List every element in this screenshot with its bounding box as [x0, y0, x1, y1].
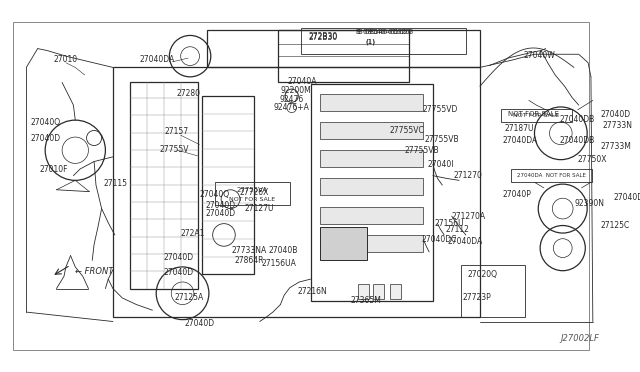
- Text: 27010: 27010: [54, 55, 78, 64]
- Text: 27365M: 27365M: [351, 296, 382, 305]
- Bar: [130, 81, 198, 289]
- Text: 27040D: 27040D: [164, 253, 194, 262]
- Text: 92476+A: 92476+A: [274, 103, 310, 112]
- Text: 27755VA: 27755VA: [237, 187, 268, 193]
- Text: 27125C: 27125C: [600, 221, 630, 230]
- Text: ← FRONT: ← FRONT: [76, 267, 114, 276]
- Text: 27755VC: 27755VC: [390, 126, 424, 135]
- Text: 27127U: 27127U: [244, 204, 274, 213]
- Text: 271270: 271270: [454, 171, 483, 180]
- Text: 27040W: 27040W: [523, 51, 555, 60]
- Bar: [511, 169, 592, 182]
- Text: 27156U: 27156U: [435, 219, 465, 228]
- Text: 271270A: 271270A: [452, 212, 486, 221]
- Text: (1): (1): [365, 39, 375, 45]
- Text: 27280: 27280: [177, 89, 201, 98]
- Text: 27755V: 27755V: [160, 145, 189, 154]
- Text: 27040Q: 27040Q: [200, 190, 230, 199]
- Text: 27216N: 27216N: [298, 287, 327, 296]
- Text: 27040DC: 27040DC: [422, 235, 457, 244]
- Text: 27040DA: 27040DA: [448, 237, 483, 246]
- Text: 27040DA: 27040DA: [502, 136, 538, 145]
- Bar: [461, 265, 525, 317]
- Text: 27755VB: 27755VB: [404, 146, 439, 155]
- Text: B 08146-6162G: B 08146-6162G: [358, 29, 413, 35]
- Text: 27040D: 27040D: [184, 319, 214, 328]
- Text: 27755VB: 27755VB: [424, 135, 459, 144]
- Text: 27156UA: 27156UA: [262, 259, 296, 268]
- Text: 27125A: 27125A: [174, 294, 204, 302]
- Text: 27040D: 27040D: [30, 134, 60, 142]
- Text: 27040D: 27040D: [205, 201, 236, 210]
- Text: 27733N: 27733N: [602, 121, 632, 130]
- Text: J27002LF: J27002LF: [561, 334, 600, 343]
- Text: 27040DB: 27040DB: [560, 136, 595, 145]
- Bar: [310, 84, 433, 301]
- Text: 27157: 27157: [164, 127, 189, 136]
- Bar: [390, 284, 401, 299]
- Text: 272B30: 272B30: [308, 32, 338, 41]
- Text: 27040D: 27040D: [614, 193, 640, 202]
- Text: 27040D: 27040D: [205, 209, 236, 218]
- Text: 92476: 92476: [280, 95, 304, 104]
- Text: (1): (1): [365, 39, 375, 45]
- Bar: [320, 207, 424, 224]
- Bar: [320, 235, 424, 252]
- Bar: [278, 30, 410, 81]
- Text: 27040D: 27040D: [164, 268, 194, 277]
- Bar: [320, 122, 424, 139]
- Text: 27040I: 27040I: [428, 160, 454, 169]
- Text: 92390N: 92390N: [574, 199, 604, 208]
- Text: 27187U: 27187U: [504, 124, 534, 133]
- Text: 27726X: 27726X: [239, 188, 268, 197]
- Text: B 08146-6162G: B 08146-6162G: [356, 29, 411, 35]
- Text: 27040D: 27040D: [600, 110, 630, 119]
- Bar: [372, 284, 384, 299]
- Bar: [358, 284, 369, 299]
- Text: 27040A: 27040A: [287, 77, 317, 86]
- Bar: [214, 182, 290, 205]
- Text: 27010F: 27010F: [40, 164, 68, 174]
- Text: 27040P: 27040P: [502, 190, 531, 199]
- Bar: [320, 179, 424, 195]
- Bar: [500, 109, 572, 122]
- Text: 27750X: 27750X: [578, 155, 607, 164]
- Text: NOT FOR SALE: NOT FOR SALE: [513, 113, 559, 118]
- Text: 27733NA: 27733NA: [232, 246, 267, 256]
- Bar: [320, 94, 424, 111]
- Text: 27115: 27115: [104, 179, 127, 188]
- Bar: [202, 96, 254, 275]
- Text: 27755VD: 27755VD: [422, 105, 458, 114]
- Bar: [113, 67, 480, 317]
- Text: 272A1: 272A1: [180, 228, 205, 238]
- Text: 27040DA: 27040DA: [140, 55, 175, 64]
- Text: 27040DA  NOT FOR SALE: 27040DA NOT FOR SALE: [517, 173, 586, 178]
- Text: 27723P: 27723P: [463, 294, 492, 302]
- Text: NOT FOR SALE: NOT FOR SALE: [508, 112, 559, 118]
- Bar: [320, 150, 424, 167]
- Bar: [320, 227, 367, 260]
- Text: 27040DB: 27040DB: [560, 115, 595, 124]
- Text: 27733M: 27733M: [600, 142, 631, 151]
- Text: 27112: 27112: [445, 225, 469, 234]
- Text: 92200M: 92200M: [280, 86, 311, 96]
- Text: 27040B: 27040B: [268, 246, 298, 256]
- Bar: [301, 28, 466, 54]
- Text: 272B30: 272B30: [308, 33, 338, 42]
- Text: 27040Q: 27040Q: [30, 118, 60, 126]
- Text: NOT FOR SALE: NOT FOR SALE: [229, 197, 275, 202]
- Text: 27020Q: 27020Q: [468, 270, 498, 279]
- Text: 27864R: 27864R: [234, 256, 264, 265]
